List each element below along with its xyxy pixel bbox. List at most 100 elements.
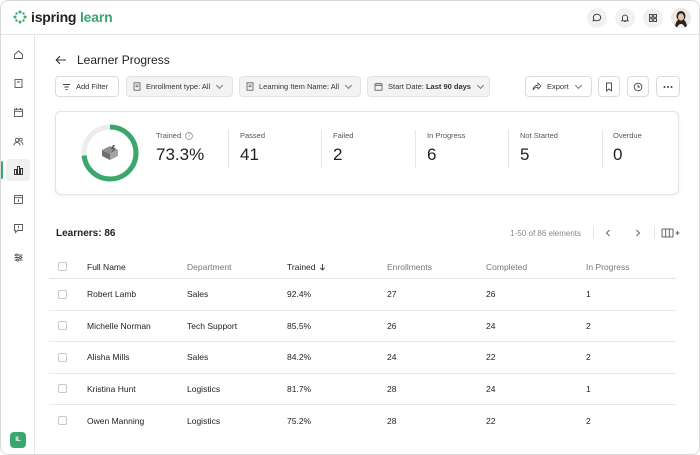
trained-header-label: Trained [287,261,316,272]
filter-icon [63,83,70,90]
sidebar-item-content[interactable] [6,72,30,94]
sidebar-item-users[interactable] [6,130,30,152]
table-row[interactable]: Michelle Norman Tech Support 85.5% 26 24… [49,311,676,342]
apps-button[interactable] [643,8,663,28]
cell-completed: 26 [486,289,496,300]
row-checkbox[interactable] [58,289,67,299]
pagination-range: 1-50 of 86 elements [510,228,581,238]
chevron-down-icon [345,81,353,89]
logo[interactable]: ispring learn [13,9,113,25]
failed-value: 2 [333,145,343,164]
cell-trained: 84.2% [287,352,312,363]
stat-not-started: Not Started 5 [520,131,558,165]
sort-down-icon [319,263,325,271]
divider [415,130,416,168]
cell-full-name[interactable]: Owen Manning [87,415,145,426]
enrollment-type-filter[interactable]: Enrollment type: All [126,76,233,97]
pagination: 1-50 of 86 elements [510,227,681,239]
passed-value: 41 [240,145,259,164]
column-header-in-progress[interactable]: In Progress [586,261,630,272]
table-row[interactable]: Kristina Hunt Logistics 81.7% 28 24 1 [49,374,676,405]
sidebar-item-home[interactable] [6,43,30,65]
cell-full-name[interactable]: Alisha Mills [87,352,130,363]
clock-icon [633,82,643,91]
cell-completed: 22 [486,415,496,426]
more-options-button[interactable] [656,76,680,97]
table-row[interactable]: Robert Lamb Sales 92.4% 27 26 1 [49,279,676,311]
history-button[interactable] [627,76,649,97]
sidebar-item-reports[interactable] [1,159,30,181]
stats-card: Trained? 73.3% Passed 41 Failed 2 In Pro… [55,111,679,195]
notifications-button[interactable] [615,8,635,28]
cell-completed: 24 [486,320,496,331]
add-filter-button[interactable]: Add Filter [55,76,119,97]
start-date-text: Start Date: Last 90 days [388,82,471,91]
back-arrow-icon[interactable] [55,55,67,65]
columns-settings-icon[interactable] [661,228,681,238]
stat-trained: Trained? 73.3% [156,131,204,165]
select-all-checkbox[interactable] [58,262,67,271]
sliders-icon [14,253,22,261]
export-button[interactable]: Export [525,76,592,97]
row-checkbox[interactable] [58,352,67,362]
chevron-down-icon [476,81,485,89]
row-checkbox[interactable] [58,416,67,426]
passed-label: Passed [240,131,266,140]
chevron-right-icon[interactable] [634,229,642,237]
page-title: Learner Progress [77,53,170,67]
cell-full-name[interactable]: Michelle Norman [87,320,151,331]
calendar-icon [374,82,383,91]
divider [654,227,655,239]
row-checkbox[interactable] [58,321,67,331]
calendar-icon [13,107,23,117]
table-row[interactable]: Owen Manning Logistics 75.2% 28 22 2 [49,405,676,437]
cell-department: Logistics [187,415,221,426]
cell-department: Sales [187,289,209,300]
column-header-completed[interactable]: Completed [486,261,528,272]
cell-full-name[interactable]: Kristina Hunt [87,383,136,394]
chevron-down-icon [216,81,224,89]
cell-enrollments: 28 [387,383,397,394]
cell-trained: 85.5% [287,320,312,331]
table-header: Full Name Department Trained Enrollments… [49,255,676,279]
learning-item-filter[interactable]: Learning Item Name: All [239,76,361,97]
column-header-department[interactable]: Department [187,261,232,272]
column-header-full-name[interactable]: Full Name [87,261,126,272]
overdue-label: Overdue [613,131,642,140]
chevron-left-icon[interactable] [604,229,612,237]
cell-in-progress: 2 [586,320,591,331]
user-avatar[interactable] [671,8,691,28]
sidebar-item-feedback[interactable] [6,217,30,239]
divider [228,130,229,168]
help-icon[interactable]: ? [185,131,194,140]
bookmark-button[interactable] [598,76,620,97]
stat-failed: Failed 2 [333,131,353,165]
chat-icon [592,13,602,22]
chat-button[interactable] [587,8,607,28]
book-icon [14,78,22,88]
learners-count: Learners: 86 [56,228,116,239]
cell-trained: 81.7% [287,383,312,394]
column-header-enrollments[interactable]: Enrollments [387,261,432,272]
sidebar-item-events[interactable] [6,188,30,210]
table-row[interactable]: Alisha Mills Sales 84.2% 24 22 2 [49,342,676,374]
cell-enrollments: 24 [387,352,397,363]
row-checkbox[interactable] [58,384,67,394]
sidebar-item-settings[interactable] [6,246,30,268]
more-horizontal-icon [663,85,673,88]
cell-completed: 22 [486,352,496,363]
divider [508,130,509,168]
in-progress-value: 6 [427,145,437,164]
column-header-trained[interactable]: Trained [287,255,326,278]
users-icon [13,137,23,146]
in-progress-label: In Progress [427,131,466,140]
avatar-image [671,8,691,28]
sidebar-item-calendar[interactable] [6,101,30,123]
document-icon [133,82,141,91]
brand-name: ispring learn [31,9,113,25]
filter-toolbar: Add Filter Enrollment type: All Learning… [55,76,681,97]
start-date-filter[interactable]: Start Date: Last 90 days [367,76,490,97]
cell-full-name[interactable]: Robert Lamb [87,289,137,300]
user-initials-badge[interactable]: IL [10,432,26,448]
